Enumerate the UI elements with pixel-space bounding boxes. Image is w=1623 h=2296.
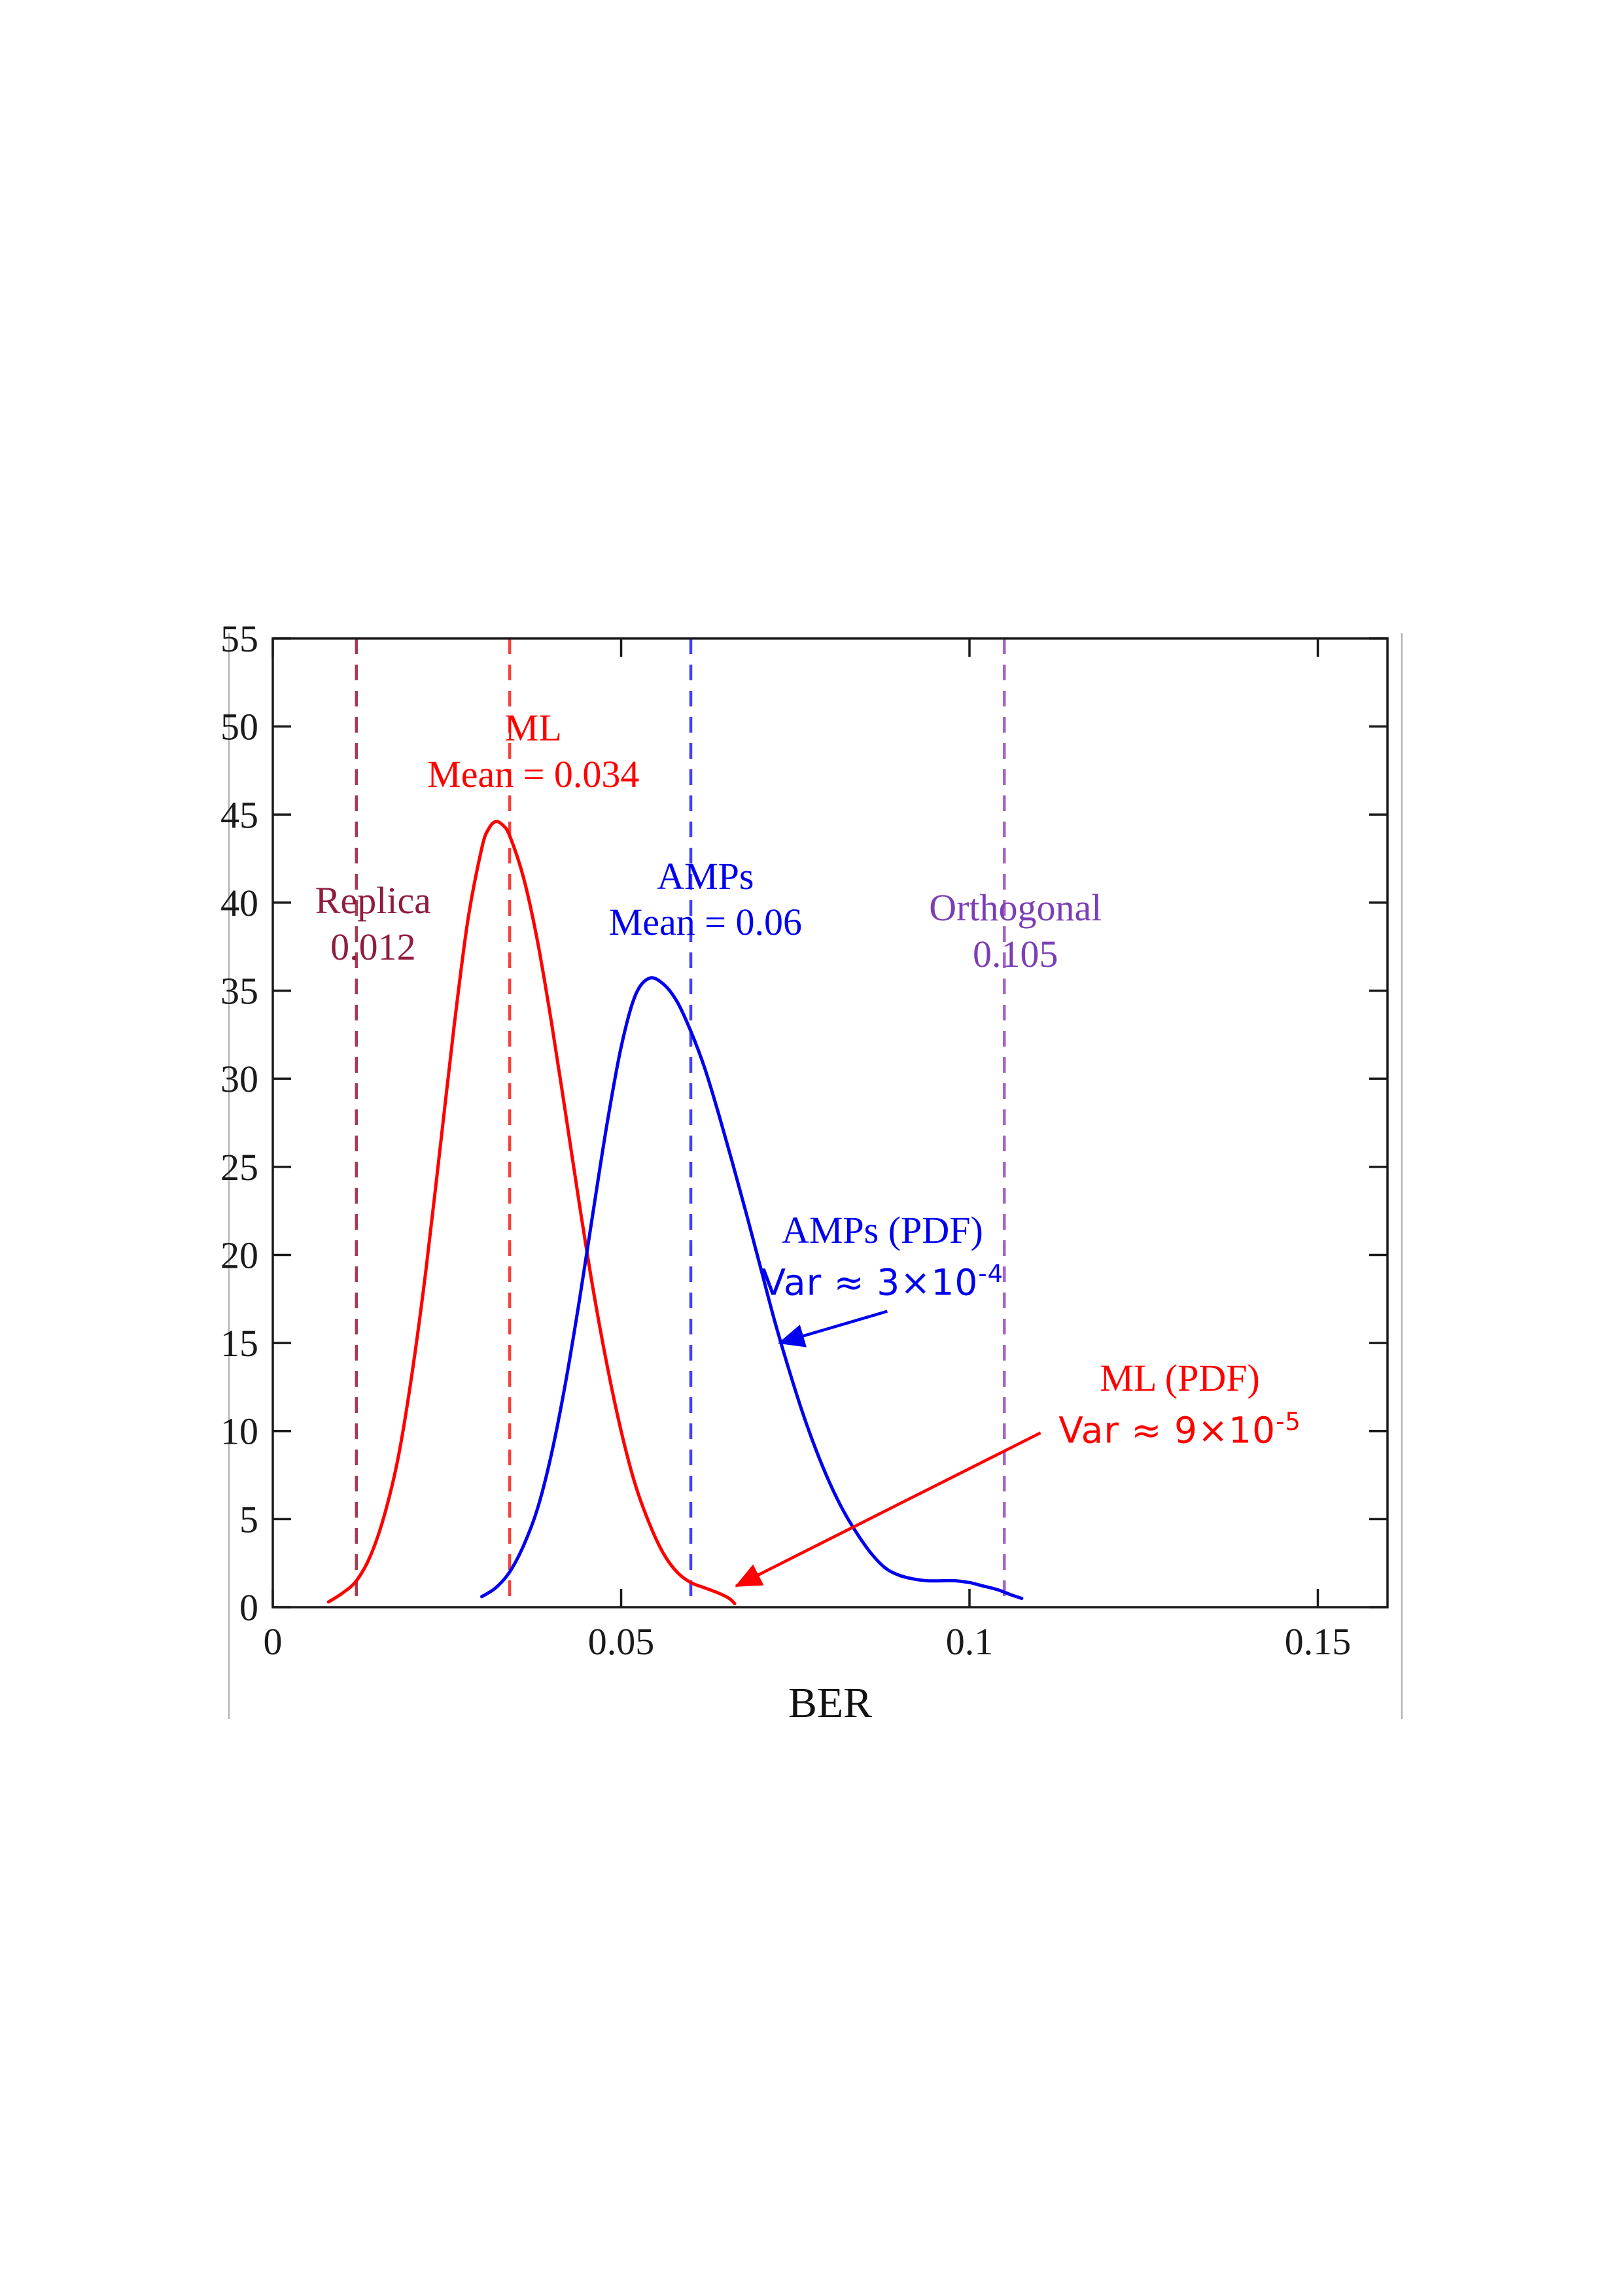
annotation-ml-mean: ML Mean = 0.034 (427, 705, 639, 798)
x-tick-label: 0.15 (1285, 1620, 1352, 1663)
y-tick-label: 30 (220, 1058, 258, 1100)
x-tick-label: 0.1 (946, 1620, 994, 1663)
annotation-replica: Replica 0.012 (315, 878, 431, 971)
x-axis-label: BER (788, 1679, 872, 1727)
ml-pdf-arrow (735, 1431, 1041, 1588)
plot-box (271, 637, 1389, 1609)
x-tick-label: 0 (264, 1620, 283, 1663)
annotation-line: Orthogonal (929, 886, 1102, 929)
annotation-ml-pdf: ML (PDF) Var ≈ 9×10-5 (1058, 1355, 1301, 1452)
y-tick-label: 45 (220, 793, 258, 836)
annotation-line: 0.012 (330, 925, 416, 968)
y-tick-label: 0 (239, 1586, 258, 1629)
annotation-line: AMPs (PDF) (781, 1208, 983, 1251)
annotation-amps-mean: AMPs Mean = 0.06 (609, 854, 802, 947)
y-tick-label: 50 (220, 706, 258, 748)
curve-ml-pdf- (326, 820, 737, 1606)
annotation-line: 0.105 (973, 932, 1058, 975)
annotation-line: ML (PDF) (1100, 1356, 1260, 1399)
superscript: -4 (978, 1259, 1004, 1288)
annotation-line: AMPs (657, 854, 754, 897)
y-tick-label: 5 (239, 1498, 258, 1540)
annotation-line: Replica (315, 879, 431, 922)
annotation-line: Mean = 0.034 (427, 753, 640, 796)
y-tick-label: 55 (220, 617, 258, 660)
superscript: -5 (1276, 1407, 1301, 1436)
annotation-line: Mean = 0.06 (608, 901, 802, 944)
curve-amps-pdf- (480, 976, 1024, 1600)
annotation-orthogonal: Orthogonal 0.105 (929, 885, 1102, 978)
y-tick-label: 35 (220, 970, 258, 1013)
y-tick-label: 15 (220, 1322, 258, 1365)
y-tick-label: 20 (220, 1234, 258, 1276)
amps-pdf-arrow (778, 1310, 888, 1348)
annotation-variance: Var ≈ 9×10-5 (1058, 1407, 1301, 1452)
annotation-amps-pdf: AMPs (PDF) Var ≈ 3×10-4 (761, 1208, 1004, 1304)
annotation-variance: Var ≈ 3×10-4 (761, 1259, 1004, 1303)
y-tick-label: 10 (220, 1410, 258, 1453)
y-tick-label: 40 (220, 882, 258, 924)
y-tick-label: 25 (220, 1146, 258, 1189)
x-tick-label: 0.05 (588, 1620, 655, 1663)
annotation-line: ML (504, 706, 562, 750)
